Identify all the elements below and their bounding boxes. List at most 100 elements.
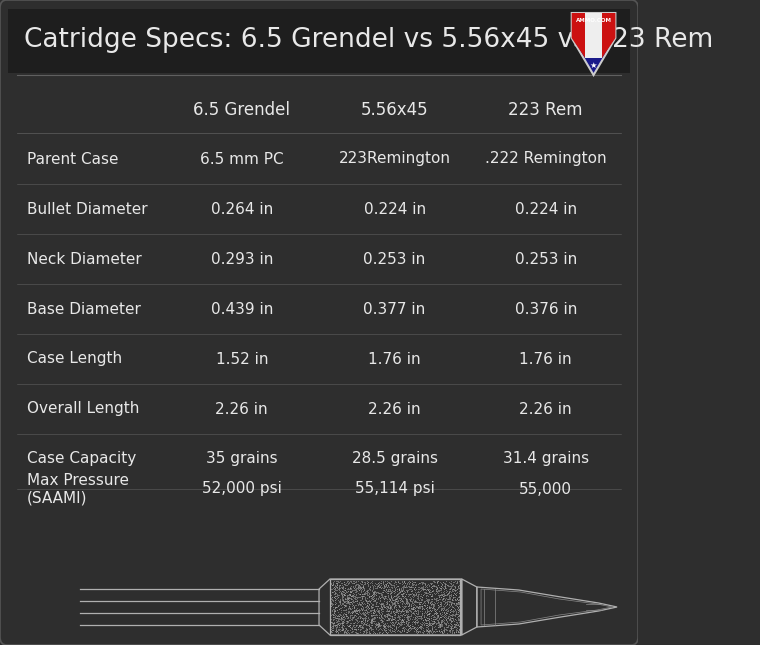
Point	[346, 597, 358, 608]
Point	[404, 605, 416, 615]
Point	[340, 596, 353, 606]
Point	[404, 594, 416, 604]
Text: 0.253 in: 0.253 in	[363, 252, 426, 266]
Point	[439, 619, 451, 629]
Point	[342, 593, 354, 603]
Point	[430, 584, 442, 595]
Point	[393, 587, 405, 597]
Point	[445, 595, 458, 605]
Point	[442, 618, 454, 628]
Point	[452, 619, 464, 630]
Point	[418, 626, 430, 637]
Point	[386, 597, 398, 608]
Point	[337, 625, 349, 635]
Point	[357, 581, 369, 591]
Point	[340, 617, 353, 628]
Point	[340, 586, 352, 597]
Point	[440, 613, 452, 624]
Point	[384, 593, 396, 604]
Point	[426, 610, 439, 620]
Point	[329, 584, 341, 595]
Point	[423, 589, 435, 599]
Point	[437, 591, 449, 601]
Point	[378, 576, 391, 586]
Point	[346, 608, 358, 619]
Point	[444, 606, 456, 617]
Point	[325, 584, 337, 595]
Point	[347, 582, 359, 593]
Point	[423, 626, 435, 636]
Point	[399, 599, 411, 609]
Point	[454, 576, 466, 586]
Point	[390, 622, 402, 632]
Point	[432, 600, 444, 610]
Point	[407, 582, 420, 592]
Point	[435, 615, 448, 625]
Point	[375, 579, 387, 589]
Point	[347, 606, 359, 616]
Point	[403, 599, 415, 610]
Point	[417, 611, 429, 621]
Point	[330, 624, 342, 634]
Point	[347, 613, 359, 623]
Point	[335, 577, 347, 588]
Point	[328, 607, 340, 617]
Point	[435, 585, 448, 595]
Point	[435, 583, 447, 593]
Point	[342, 586, 354, 597]
Point	[391, 619, 403, 629]
Point	[388, 610, 401, 620]
Point	[344, 583, 356, 593]
Point	[360, 620, 372, 630]
Point	[335, 599, 347, 610]
Point	[352, 613, 364, 623]
Point	[451, 594, 463, 604]
Point	[367, 612, 379, 622]
Point	[429, 606, 442, 616]
Point	[390, 602, 402, 612]
Point	[412, 620, 424, 630]
Point	[388, 596, 401, 606]
Point	[420, 579, 432, 589]
Point	[371, 628, 383, 638]
Point	[340, 590, 352, 600]
Point	[340, 626, 352, 637]
Point	[406, 582, 418, 593]
Point	[443, 591, 455, 601]
Point	[419, 588, 431, 598]
Point	[386, 587, 398, 597]
Point	[421, 615, 433, 625]
Point	[423, 587, 435, 597]
Point	[420, 619, 432, 629]
Point	[368, 589, 380, 599]
Point	[369, 616, 382, 626]
Point	[433, 619, 445, 629]
Point	[343, 577, 355, 588]
Point	[391, 607, 404, 617]
Point	[382, 620, 394, 631]
Point	[448, 581, 460, 591]
Point	[360, 611, 372, 621]
Point	[378, 580, 391, 591]
Point	[351, 608, 363, 618]
Point	[333, 621, 345, 631]
Point	[401, 615, 413, 626]
Point	[408, 622, 420, 632]
Point	[443, 577, 455, 587]
Point	[357, 626, 369, 637]
Point	[359, 593, 372, 604]
Point	[367, 584, 379, 594]
Point	[356, 594, 368, 604]
Point	[447, 602, 459, 613]
Point	[413, 593, 426, 604]
Point	[450, 619, 462, 629]
Point	[410, 589, 422, 599]
Point	[442, 603, 454, 613]
Point	[429, 581, 441, 591]
Point	[380, 623, 392, 633]
Point	[375, 617, 388, 628]
Point	[365, 616, 377, 626]
Point	[386, 614, 398, 624]
Point	[420, 608, 432, 618]
Point	[452, 576, 464, 586]
